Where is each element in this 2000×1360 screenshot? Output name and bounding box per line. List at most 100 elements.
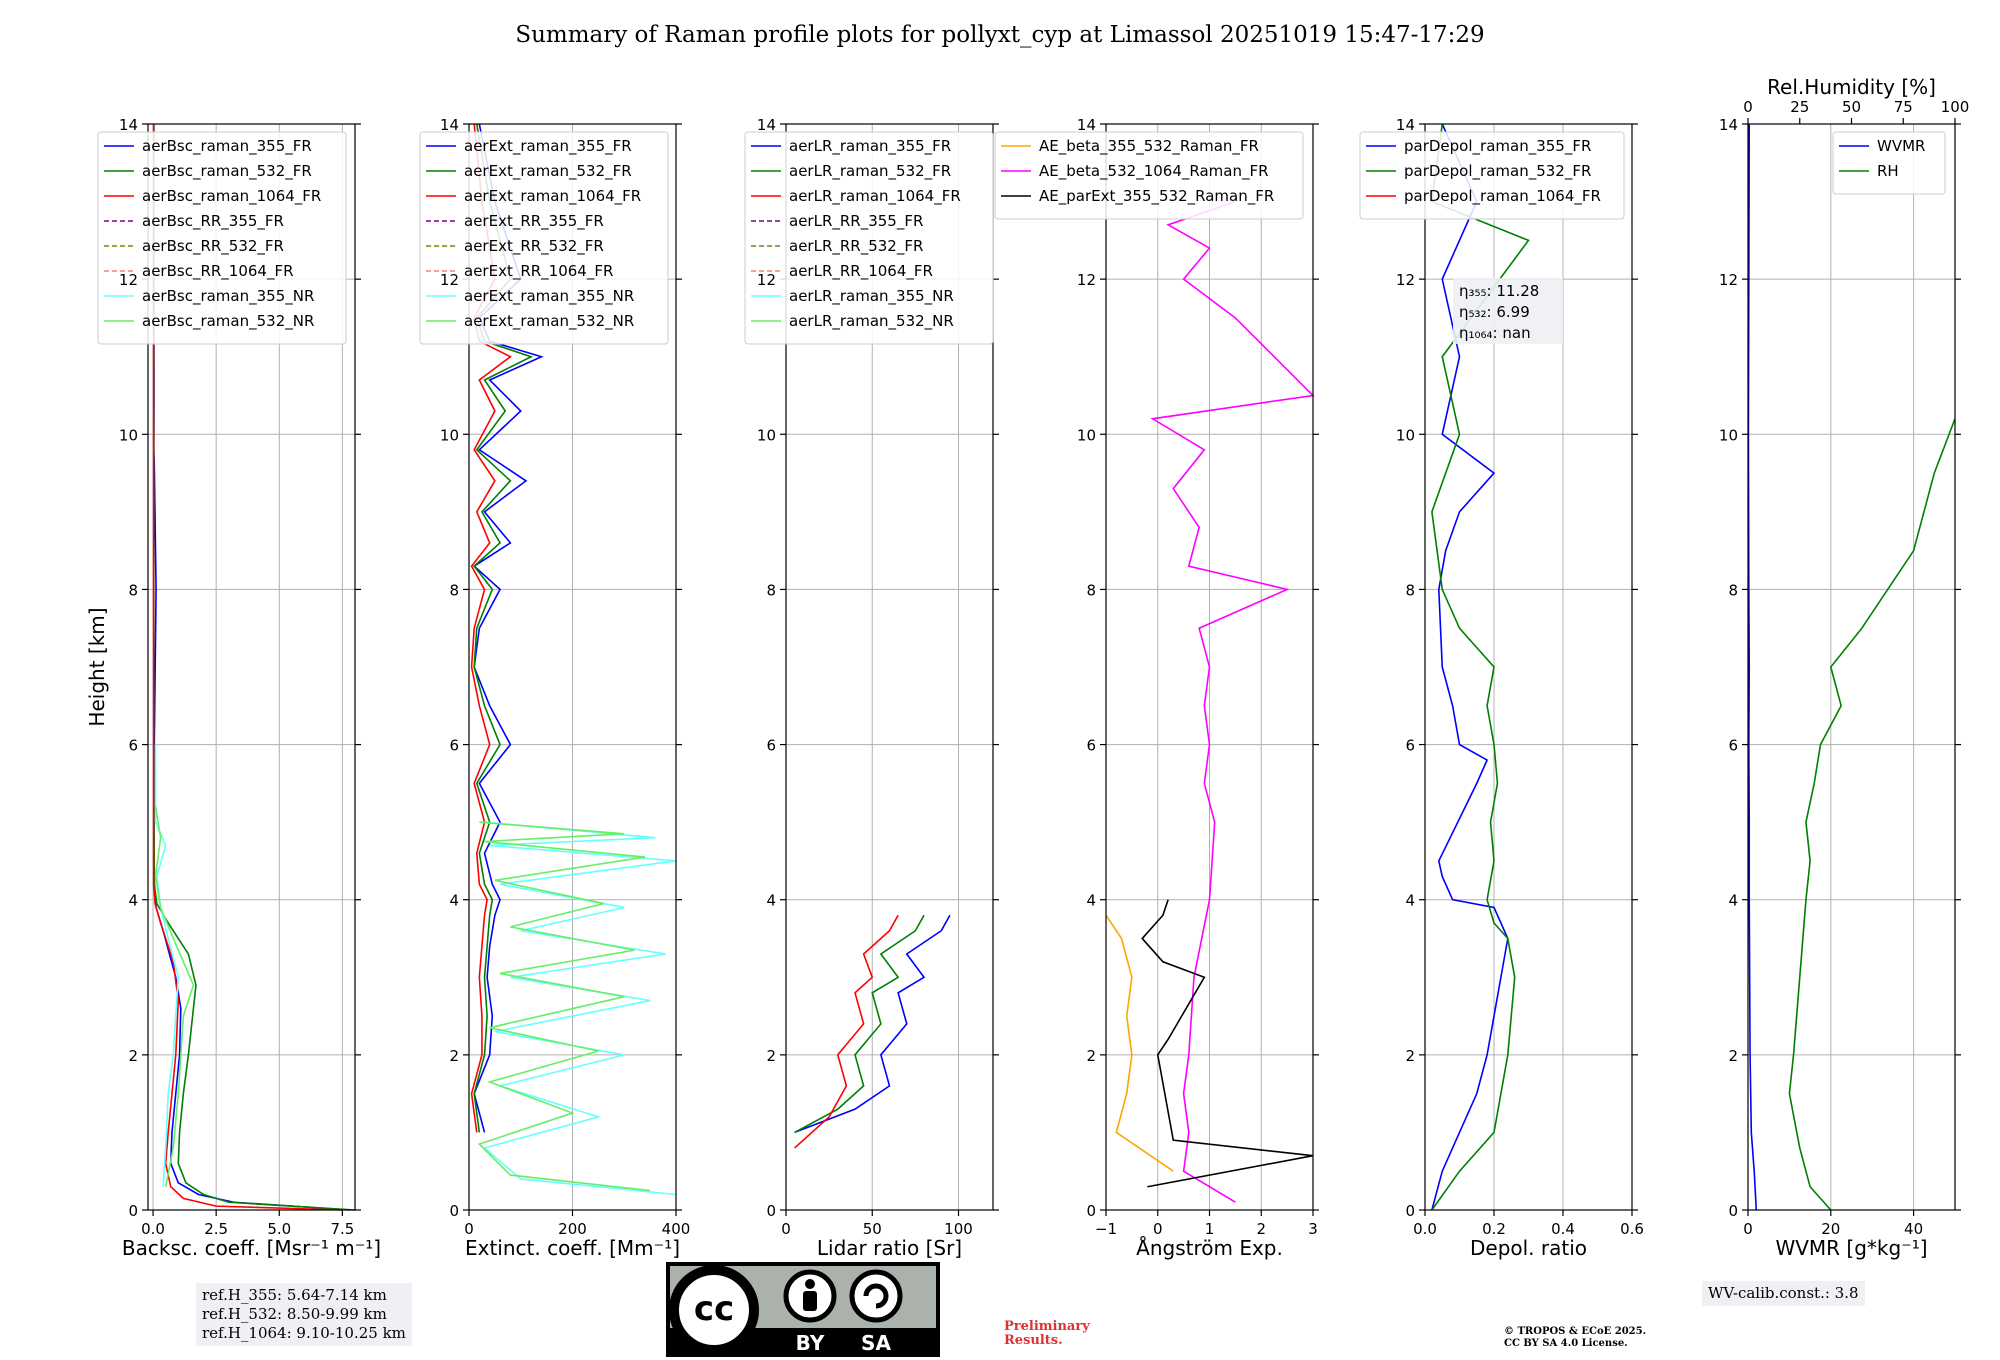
y-tick-label: 14 — [440, 116, 459, 134]
y-tick-label: 6 — [1405, 737, 1415, 755]
series-line-WVMR — [1747, 123, 1758, 1211]
panel-3: aerLR_raman_355_FR aerLR_raman_532_FR aerL… — [744, 123, 999, 1216]
y-tick-label: 8 — [128, 581, 138, 599]
axes-frame — [147, 123, 356, 1211]
y-tick-label: 10 — [1396, 426, 1415, 444]
legend-label: AE_parExt_355_532_Raman_FR — [1039, 187, 1274, 206]
figure-title: Summary of Raman profile plots for polly… — [515, 22, 1485, 48]
legend: aerBsc_raman_355_FR aerBsc_raman_532_FRae… — [97, 131, 347, 345]
y-axis-label: Height [km] — [85, 607, 109, 726]
legend-label: aerLR_raman_1064_FR — [789, 187, 961, 206]
y-tick-label: 0 — [1728, 1202, 1738, 1220]
series-line-aerExt_raman_532_FR — [473, 123, 534, 1133]
y-tick-label: 12 — [757, 271, 776, 289]
axes-frame — [1424, 123, 1633, 1211]
wv-calib-text: WV-calib.const.: 3.8 — [1708, 1284, 1859, 1302]
legend-box — [1359, 131, 1625, 220]
y-tick-label: 6 — [766, 737, 776, 755]
series-line-aerExt_raman_1064_FR — [470, 123, 512, 1133]
y-tick-label: 12 — [1077, 271, 1096, 289]
y-tick-label: 10 — [119, 426, 138, 444]
legend-box — [97, 131, 347, 345]
x-tick-label: 20 — [1821, 1220, 1840, 1238]
y-tick-label: 0 — [1086, 1202, 1096, 1220]
x-tick-label: 3 — [1308, 1220, 1318, 1238]
legend: aerLR_raman_355_FR aerLR_raman_532_FR aerL… — [744, 131, 994, 345]
series-line-aerLR_raman_1064_FR — [794, 914, 899, 1149]
annotation-line: η₃₅₅: 11.28 — [1459, 282, 1539, 300]
y-tick-label: 10 — [1719, 426, 1738, 444]
cc-logo-text: cc — [694, 1289, 734, 1329]
top-x-tick-label: 50 — [1842, 98, 1861, 116]
legend-label: aerLR_raman_355_NR — [789, 287, 954, 306]
legend-label: aerLR_RR_1064_FR — [789, 262, 933, 281]
y-tick-label: 6 — [128, 737, 138, 755]
series-line-aerLR_raman_355_FR — [794, 914, 951, 1134]
annotation-line: η₁₀₆₄: nan — [1459, 324, 1531, 342]
legend-label: aerExt_raman_532_FR — [464, 162, 632, 181]
legend-label: aerExt_raman_1064_FR — [464, 187, 641, 206]
y-tick-label: 2 — [128, 1047, 138, 1065]
series-line-aerBsc_raman_355_NR — [154, 744, 180, 1187]
legend: WVMR RH — [1832, 131, 1946, 195]
annotation-box — [1453, 278, 1563, 344]
y-tick-label: 2 — [1405, 1047, 1415, 1065]
legend-label: parDepol_raman_355_FR — [1404, 137, 1591, 156]
legend-label: aerBsc_raman_355_FR — [142, 137, 312, 156]
x-tick-label: 40 — [1904, 1220, 1923, 1238]
x-tick-label: 400 — [662, 1220, 691, 1238]
series-line-aerLR_raman_532_FR — [794, 914, 925, 1134]
legend-label: aerExt_RR_532_FR — [464, 237, 604, 256]
y-tick-label: 14 — [119, 116, 138, 134]
legend-label: aerBsc_raman_355_NR — [142, 287, 314, 306]
legend-label: aerLR_raman_532_FR — [789, 162, 951, 181]
legend-label: aerExt_raman_355_NR — [464, 287, 634, 306]
panel-4: AE_beta_355_532_Raman_FR AE_beta_532_1064… — [994, 123, 1319, 1216]
ref-height-1064: ref.H_1064: 9.10-10.25 km — [202, 1324, 406, 1342]
top-x-tick-label: 75 — [1894, 98, 1913, 116]
panel-5: parDepol_raman_355_FR parDepol_raman_532_… — [1359, 123, 1638, 1216]
y-tick-label: 6 — [1086, 737, 1096, 755]
y-tick-label: 14 — [1077, 116, 1096, 134]
series-line-AE_beta_532_1064_Raman_FR — [1150, 200, 1315, 1203]
x-tick-label: −1 — [1095, 1220, 1117, 1238]
y-tick-label: 4 — [1086, 892, 1096, 910]
axes-frame — [468, 123, 677, 1211]
cc-license-badge: cc BY SA — [666, 1262, 940, 1357]
annotation-line: η₅₃₂: 6.99 — [1459, 303, 1530, 321]
legend-box — [994, 131, 1304, 220]
x-tick-label: 7.5 — [330, 1220, 354, 1238]
x-tick-label: 2.5 — [204, 1220, 228, 1238]
legend-label: aerLR_raman_532_NR — [789, 312, 954, 331]
series-line-RH — [1788, 418, 1956, 1211]
series-line-AE_parExt_355_532_Raman_FR — [1141, 899, 1314, 1188]
x-tick-label: 0 — [1743, 1220, 1753, 1238]
y-tick-label: 4 — [766, 892, 776, 910]
y-tick-label: 2 — [766, 1047, 776, 1065]
legend-label: aerBsc_RR_532_FR — [142, 237, 284, 256]
x-tick-label: 0 — [781, 1220, 791, 1238]
y-tick-label: 8 — [449, 581, 459, 599]
panel-6: WVMR RH — [1742, 118, 1961, 1216]
y-tick-label: 14 — [1719, 116, 1738, 134]
x-axis-label: WVMR [g*kg⁻¹] — [1775, 1236, 1927, 1260]
legend-label: WVMR — [1877, 137, 1925, 155]
x-tick-label: 0 — [1153, 1220, 1163, 1238]
x-axis-label: Backsc. coeff. [Msr⁻¹ m⁻¹] — [122, 1236, 381, 1260]
x-tick-label: 0.2 — [1482, 1220, 1506, 1238]
preliminary-results-note: Preliminary Results. — [1004, 1320, 1090, 1348]
x-axis-label: Extinct. coeff. [Mm⁻¹] — [465, 1236, 680, 1260]
x-tick-label: 0.0 — [141, 1220, 165, 1238]
x-tick-label: 1 — [1205, 1220, 1215, 1238]
y-tick-label: 8 — [1086, 581, 1096, 599]
y-tick-label: 6 — [1728, 737, 1738, 755]
preliminary-line-2: Results. — [1004, 1333, 1063, 1348]
legend-label: aerLR_RR_532_FR — [789, 237, 923, 256]
x-axis-label: Depol. ratio — [1470, 1236, 1587, 1260]
legend-label: aerExt_raman_532_NR — [464, 312, 634, 331]
copyright-line-1: © TROPOS & ECoE 2025. — [1504, 1326, 1647, 1337]
x-tick-label: 200 — [558, 1220, 587, 1238]
panel-2: aerExt_raman_355_FR aerExt_raman_532_FRae… — [419, 123, 682, 1216]
top-x-tick-label: 25 — [1790, 98, 1809, 116]
ref-height-355: ref.H_355: 5.64-7.14 km — [202, 1286, 387, 1304]
